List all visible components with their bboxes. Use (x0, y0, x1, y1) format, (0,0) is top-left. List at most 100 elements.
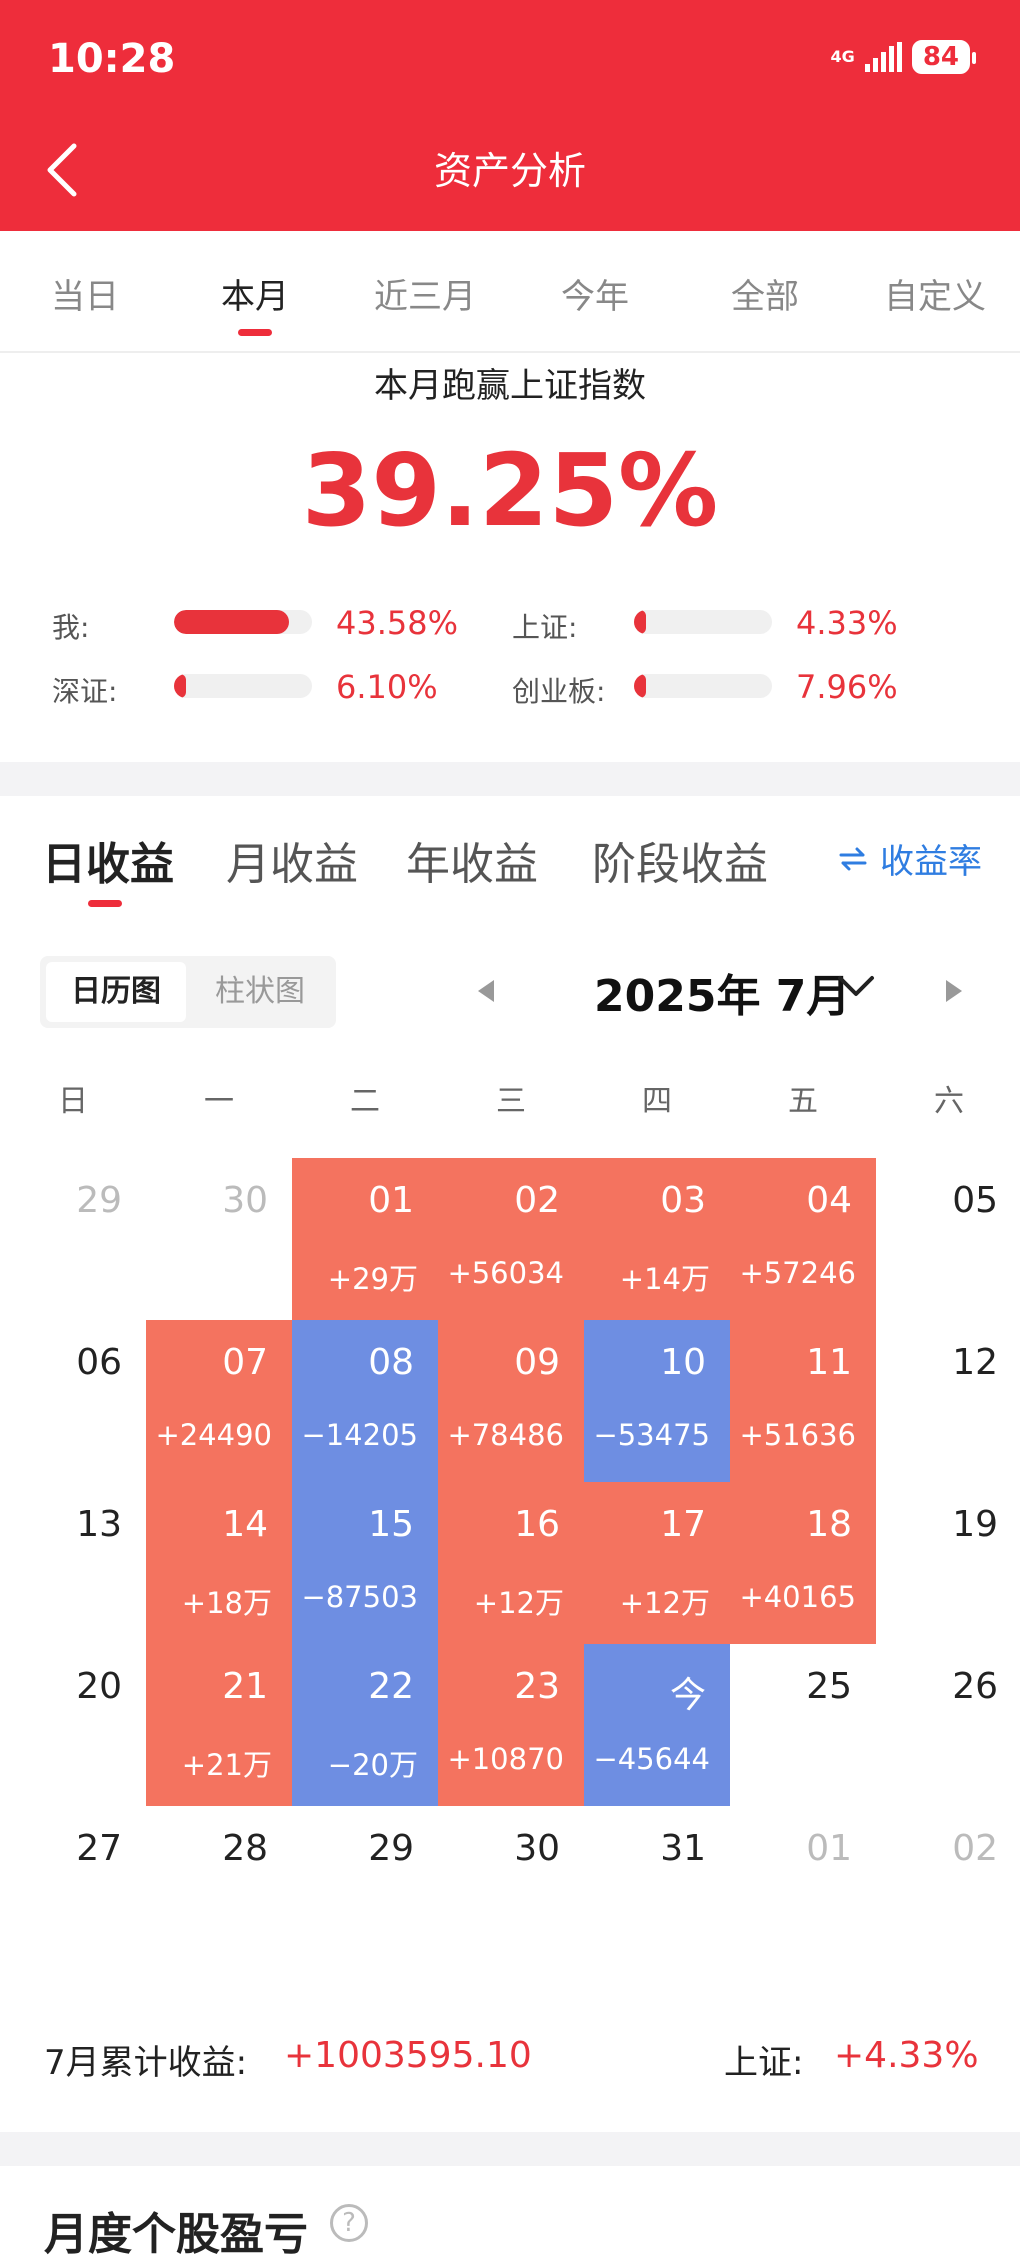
calendar-day-cell[interactable]: 11 +51636 (730, 1320, 876, 1482)
compare-value-cyb: 7.96% (796, 668, 898, 706)
day-profit: +51636 (739, 1418, 856, 1452)
day-profit: +78486 (447, 1418, 564, 1452)
profit-tab-indicator (88, 900, 122, 907)
calendar-day-cell[interactable]: 16 +12万 (438, 1482, 584, 1644)
day-number: 今 (669, 1675, 706, 1716)
day-profit: −45644 (593, 1742, 710, 1776)
day-number: 01 (368, 1180, 414, 1221)
day-number: 19 (952, 1504, 998, 1545)
calendar-day-cell[interactable]: 18 +40165 (730, 1482, 876, 1644)
prev-month-icon[interactable] (474, 978, 498, 1004)
tab-this-month[interactable]: 本月 (221, 277, 289, 317)
calendar-day-cell[interactable]: 30 (146, 1158, 292, 1320)
day-profit: −53475 (593, 1418, 710, 1452)
day-number: 21 (222, 1666, 268, 1707)
day-number: 29 (76, 1180, 122, 1221)
calendar-day-cell[interactable]: 今 −45644 (584, 1644, 730, 1806)
rate-toggle-button[interactable]: 收益率 (838, 834, 982, 883)
compare-label-cyb: 创业板: (512, 675, 606, 708)
status-icons: 4G 84 (830, 40, 977, 74)
calendar-day-cell[interactable]: 07 +24490 (146, 1320, 292, 1482)
calendar-day-cell[interactable]: 06 (0, 1320, 146, 1482)
calendar-day-cell[interactable]: 05 (876, 1158, 1020, 1320)
day-number: 02 (514, 1180, 560, 1221)
weekday-sat: 六 (934, 1084, 964, 1119)
calendar-day-cell[interactable]: 31 (584, 1806, 730, 1968)
section-divider (0, 762, 1020, 796)
calendar-day-cell[interactable]: 29 (0, 1158, 146, 1320)
bar-view-button[interactable]: 柱状图 (215, 974, 305, 1009)
day-number: 01 (806, 1828, 852, 1869)
month-label[interactable]: 2025年 7月 (594, 971, 851, 1022)
calendar-day-cell[interactable]: 01 +29万 (292, 1158, 438, 1320)
calendar-day-cell[interactable]: 03 +14万 (584, 1158, 730, 1320)
calendar-day-cell[interactable]: 30 (438, 1806, 584, 1968)
day-number: 05 (952, 1180, 998, 1221)
tab-custom[interactable]: 自定义 (884, 277, 986, 317)
tab-this-year[interactable]: 今年 (561, 277, 629, 317)
calendar-day-cell[interactable]: 04 +57246 (730, 1158, 876, 1320)
rate-toggle-label: 收益率 (880, 842, 982, 882)
page-title: 资产分析 (433, 149, 586, 193)
network-label: 4G (830, 47, 855, 66)
calendar-day-cell[interactable]: 20 (0, 1644, 146, 1806)
calendar-day-cell[interactable]: 02 (876, 1806, 1020, 1968)
day-profit: −87503 (301, 1580, 418, 1614)
next-month-icon[interactable] (942, 978, 966, 1004)
calendar-day-cell[interactable]: 21 +21万 (146, 1644, 292, 1806)
calendar-day-cell[interactable]: 27 (0, 1806, 146, 1968)
tab-yearly-profit[interactable]: 年收益 (406, 839, 538, 890)
day-number: 03 (660, 1180, 706, 1221)
tab-monthly-profit[interactable]: 月收益 (226, 839, 358, 890)
calendar-day-cell[interactable]: 10 −53475 (584, 1320, 730, 1482)
weekday-sun: 日 (58, 1084, 88, 1119)
day-number: 18 (806, 1504, 852, 1545)
active-tab-indicator (238, 329, 272, 336)
range-tabs: 当日 本月 近三月 今年 全部 自定义 (0, 231, 1020, 353)
weekday-mon: 一 (204, 1084, 234, 1119)
calendar-day-cell[interactable]: 13 (0, 1482, 146, 1644)
tab-all[interactable]: 全部 (731, 277, 799, 317)
calendar-day-cell[interactable]: 23 +10870 (438, 1644, 584, 1806)
calendar-day-cell[interactable]: 08 −14205 (292, 1320, 438, 1482)
calendar-day-cell[interactable]: 14 +18万 (146, 1482, 292, 1644)
back-arrow-icon[interactable] (44, 140, 80, 200)
day-number: 02 (952, 1828, 998, 1869)
day-profit: +10870 (447, 1742, 564, 1776)
calendar-day-cell[interactable]: 28 (146, 1806, 292, 1968)
calendar-day-cell[interactable]: 29 (292, 1806, 438, 1968)
day-profit: −14205 (301, 1418, 418, 1452)
calendar-day-cell[interactable]: 26 (876, 1644, 1020, 1806)
weekday-tue: 二 (350, 1084, 380, 1119)
help-icon[interactable]: ? (330, 2204, 368, 2242)
beat-index-title: 本月跑赢上证指数 (374, 366, 646, 406)
weekday-thu: 四 (642, 1084, 672, 1119)
day-number: 28 (222, 1828, 268, 1869)
month-total-label: 7月累计收益: (44, 2043, 248, 2083)
tab-three-months[interactable]: 近三月 (374, 277, 476, 317)
day-number: 08 (368, 1342, 414, 1383)
calendar-day-cell[interactable]: 01 (730, 1806, 876, 1968)
calendar-day-cell[interactable]: 17 +12万 (584, 1482, 730, 1644)
day-number: 29 (368, 1828, 414, 1869)
day-number: 23 (514, 1666, 560, 1707)
calendar-day-cell[interactable]: 02 +56034 (438, 1158, 584, 1320)
chevron-down-icon[interactable] (836, 974, 876, 1000)
day-number: 10 (660, 1342, 706, 1383)
tab-daily-profit[interactable]: 日收益 (42, 839, 174, 890)
calendar-day-cell[interactable]: 22 −20万 (292, 1644, 438, 1806)
calendar-view-button[interactable]: 日历图 (46, 962, 186, 1022)
tab-period-profit[interactable]: 阶段收益 (592, 839, 768, 890)
compare-label-sz: 深证: (52, 675, 118, 708)
calendar-day-cell[interactable]: 09 +78486 (438, 1320, 584, 1482)
calendar-day-cell[interactable]: 12 (876, 1320, 1020, 1482)
calendar-day-cell[interactable]: 19 (876, 1482, 1020, 1644)
day-number: 06 (76, 1342, 122, 1383)
calendar-day-cell[interactable]: 15 −87503 (292, 1482, 438, 1644)
calendar-day-cell[interactable]: 25 (730, 1644, 876, 1806)
day-number: 07 (222, 1342, 268, 1383)
tab-today[interactable]: 当日 (51, 277, 119, 317)
compare-bar-cyb (634, 674, 772, 698)
day-number: 27 (76, 1828, 122, 1869)
signal-icon (864, 42, 902, 72)
